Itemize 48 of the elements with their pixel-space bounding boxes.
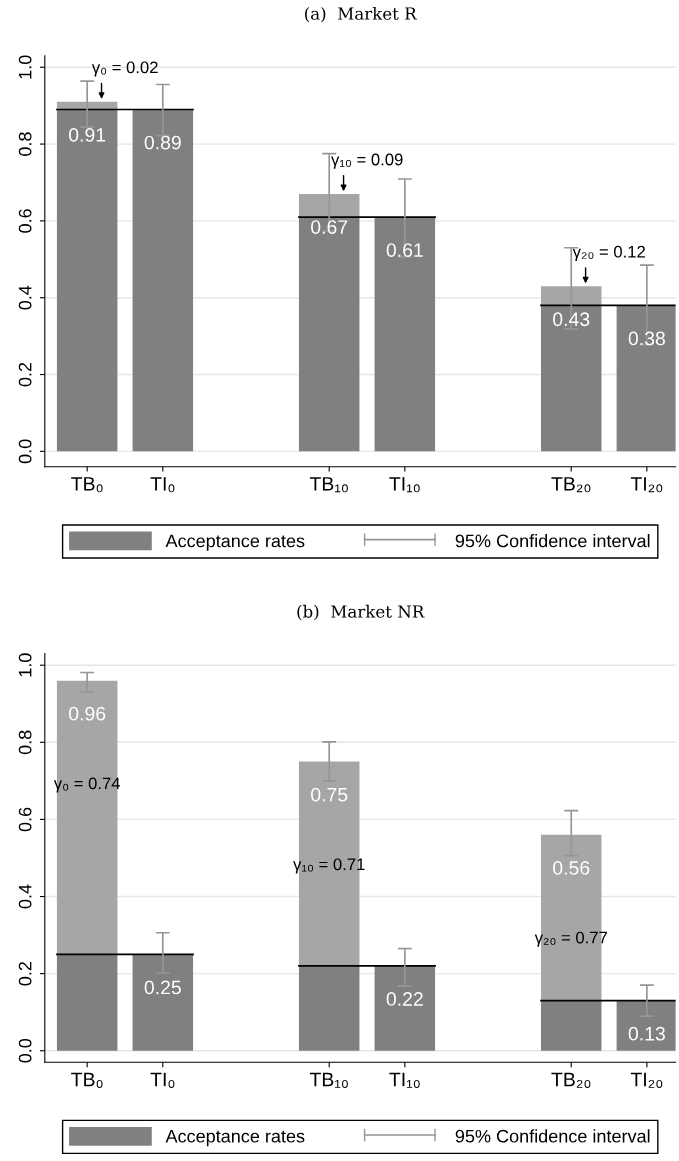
annotation: γ₁₀ = 0.71 <box>293 858 365 874</box>
y-tick-label: 0.0 <box>18 439 32 464</box>
y-tick-label: 0.2 <box>18 962 32 986</box>
y-tick-label: 0.6 <box>18 807 32 832</box>
total-label: 0.67 <box>311 220 348 234</box>
total-label: 0.22 <box>386 992 423 1006</box>
x-tick-label: TI₁₀ <box>389 477 420 493</box>
annotation: γ₀ = 0.02 <box>91 61 158 77</box>
total-label: 0.96 <box>69 706 106 721</box>
x-tick-label: TB₂₀ <box>551 477 591 493</box>
y-tick-label: 0.6 <box>18 209 32 233</box>
x-tick-label: TI₀ <box>150 477 175 493</box>
annotation: γ₂₀ = 0.12 <box>572 245 645 261</box>
text: 95% Confidence interval <box>455 1129 650 1143</box>
y-tick-label: 0.2 <box>18 362 32 387</box>
total-label: 0.75 <box>311 787 348 802</box>
total-label: 0.13 <box>628 1026 665 1041</box>
x-tick-label: TI₀ <box>150 1072 175 1088</box>
x-tick-label: TB₀ <box>71 1072 103 1088</box>
annotation: γ₀ = 0.74 <box>53 777 121 793</box>
x-tick-label: TI₂₀ <box>630 477 663 493</box>
y-tick-label: 0.4 <box>18 285 32 310</box>
x-tick-label: TB₁₀ <box>309 1072 348 1088</box>
total-label: 0.91 <box>69 127 106 142</box>
x-tick-label: TI₁₀ <box>389 1072 420 1088</box>
text: 95% Confidence interval <box>455 534 650 548</box>
x-tick-label: TB₁₀ <box>309 477 348 493</box>
total-label: 0.89 <box>144 135 181 150</box>
y-tick-label: 0.8 <box>18 132 32 156</box>
chart-title: (a) Market R <box>305 6 418 23</box>
y-tick-label: 1.0 <box>18 55 32 79</box>
y-tick-label: 1.0 <box>18 653 32 677</box>
legend-label: Acceptance rates <box>165 1129 305 1147</box>
y-tick-label: 0.4 <box>18 884 32 909</box>
total-label: 0.43 <box>553 312 590 327</box>
total-label: 0.25 <box>144 980 181 995</box>
annotation: γ₂₀ = 0.77 <box>534 931 607 947</box>
y-tick-label: 0.8 <box>18 730 32 755</box>
x-tick-label: TB₂₀ <box>551 1072 591 1088</box>
legend-label: Acceptance rates <box>165 534 305 551</box>
x-tick-label: TI₂₀ <box>630 1072 663 1088</box>
annotation: γ₁₀ = 0.09 <box>331 153 403 169</box>
total-label: 0.61 <box>386 243 423 257</box>
total-label: 0.38 <box>628 331 665 346</box>
total-label: 0.56 <box>553 861 590 875</box>
y-tick-label: 0.0 <box>18 1038 32 1063</box>
chart-title: (b) Market NR <box>297 604 425 621</box>
x-tick-label: TB₀ <box>71 477 103 493</box>
